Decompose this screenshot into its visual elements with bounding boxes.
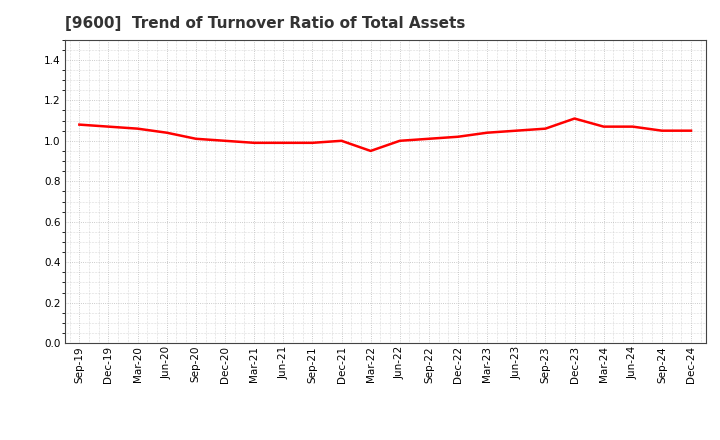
Text: [9600]  Trend of Turnover Ratio of Total Assets: [9600] Trend of Turnover Ratio of Total … — [65, 16, 465, 32]
